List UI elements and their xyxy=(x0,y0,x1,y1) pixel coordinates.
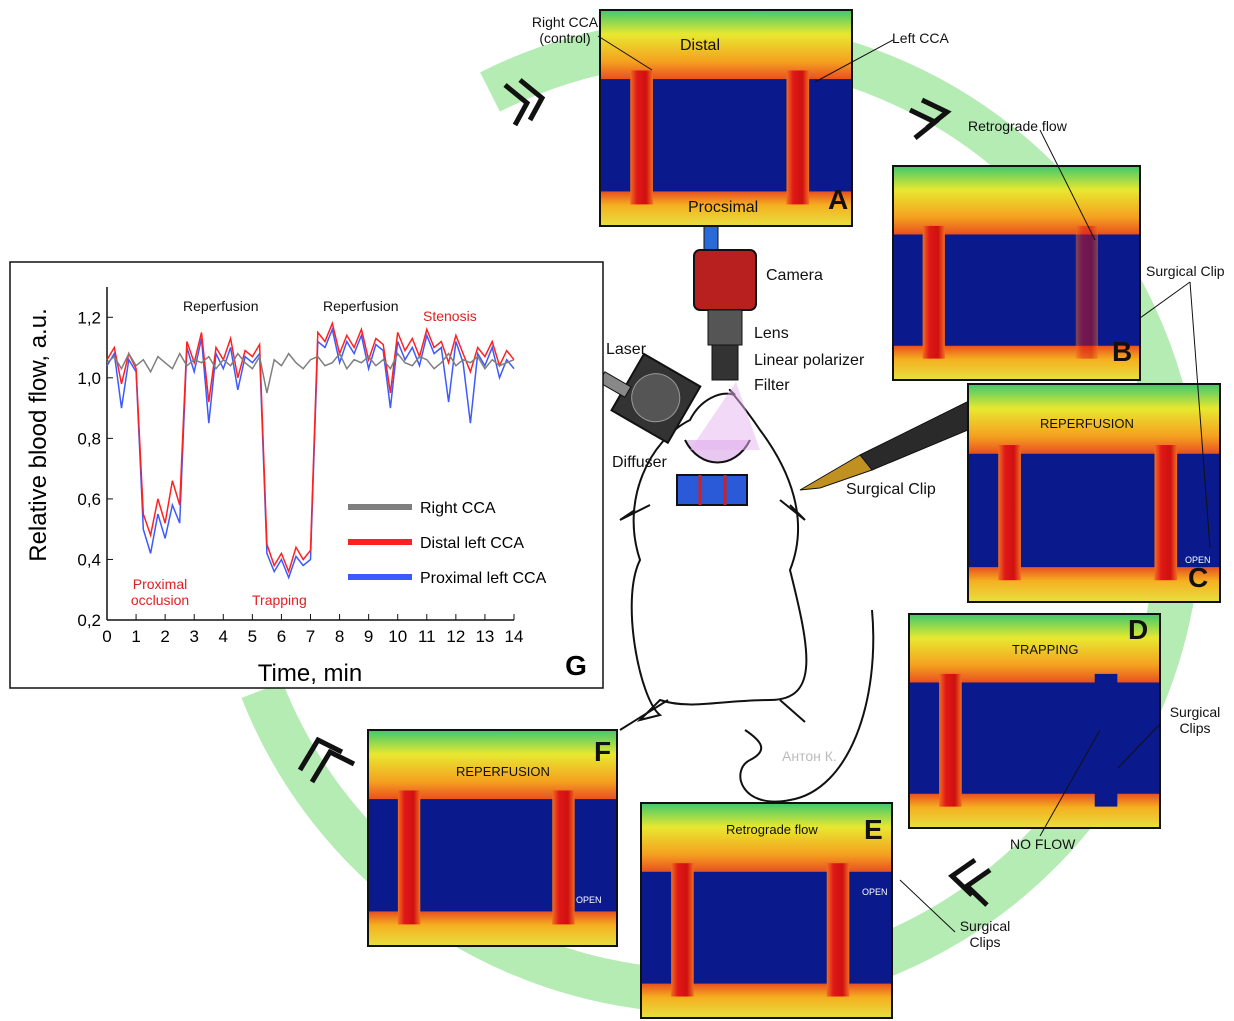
panel-label: REPERFUSION xyxy=(1040,416,1134,432)
panel-letter: B xyxy=(1112,344,1132,360)
callout: NO FLOW xyxy=(1010,836,1075,852)
x-tick-label: 11 xyxy=(418,627,436,646)
figure: 0,20,40,60,81,01,201234567891011121314Re… xyxy=(0,0,1234,1021)
y-tick-label: 0,4 xyxy=(77,550,101,569)
x-tick-label: 3 xyxy=(189,627,198,646)
panel-label: Distal xyxy=(680,38,720,54)
tissue-top xyxy=(893,166,1140,234)
figure-art: 0,20,40,60,81,01,201234567891011121314Re… xyxy=(0,0,1234,1021)
callout: Left CCA xyxy=(892,30,949,46)
legend-label: Right CCA xyxy=(420,500,496,517)
vessel-left-cca xyxy=(786,70,809,204)
callout: Surgical Clip xyxy=(846,482,936,498)
vessel-left-cca xyxy=(827,863,850,996)
panel-label: TRAPPING xyxy=(1012,642,1078,658)
x-tick-label: 1 xyxy=(131,627,140,646)
panel-letter: C xyxy=(1188,570,1208,586)
x-tick-label: 8 xyxy=(335,627,344,646)
y-axis-label: Relative blood flow, a.u. xyxy=(25,308,52,562)
panel-label: Procsimal xyxy=(688,200,758,216)
x-tick-label: 9 xyxy=(364,627,373,646)
x-tick-label: 7 xyxy=(306,627,315,646)
annotation: Reperfusion xyxy=(183,298,259,314)
vessel-right-cca xyxy=(671,863,694,996)
setup-label: Антон К. xyxy=(782,748,837,764)
annotation: Trapping xyxy=(252,592,307,608)
speckle-panel xyxy=(368,730,617,946)
callout: Surgical Clips xyxy=(1160,704,1230,736)
tissue-top xyxy=(600,10,852,79)
legend-label: Distal left CCA xyxy=(420,535,524,552)
x-tick-label: 6 xyxy=(277,627,286,646)
speckle-panel xyxy=(600,10,852,226)
x-tick-label: 10 xyxy=(388,627,407,646)
vessel-left-cca xyxy=(1095,674,1118,807)
panel-label: REPERFUSION xyxy=(456,764,550,780)
x-axis-label: Time, min xyxy=(258,660,362,687)
x-tick-label: 13 xyxy=(475,627,494,646)
annotation: Proximal occlusion xyxy=(120,576,200,608)
y-tick-label: 0,8 xyxy=(77,429,101,448)
setup-label: Laser xyxy=(606,342,646,358)
annotation: Reperfusion xyxy=(323,298,399,314)
panel-label: Retrograde flow xyxy=(726,822,818,838)
callout: Surgical Clip xyxy=(1146,263,1225,279)
panel-letter: E xyxy=(864,822,883,838)
surgical-clip-tool xyxy=(800,398,980,490)
rat xyxy=(620,390,873,802)
annotation: Stenosis xyxy=(423,308,477,324)
panel-letter: G xyxy=(565,650,587,681)
setup-label: Lens xyxy=(754,326,789,342)
x-tick-label: 12 xyxy=(446,627,465,646)
vessel-left-cca xyxy=(1076,226,1098,359)
vessel-left-cca xyxy=(1154,445,1177,580)
callout: Right CCA (control) xyxy=(520,14,610,46)
setup-label: Camera xyxy=(766,268,823,284)
x-tick-label: 0 xyxy=(102,627,111,646)
vessel-right-cca xyxy=(939,674,962,807)
setup-label: Linear polarizer xyxy=(754,353,864,369)
vessel-right-cca xyxy=(998,445,1021,580)
clip-label: OPEN xyxy=(862,884,888,900)
x-tick-label: 14 xyxy=(505,627,524,646)
y-tick-label: 1,2 xyxy=(77,308,101,327)
panel-letter: A xyxy=(828,192,848,208)
y-tick-label: 0,2 xyxy=(77,611,101,630)
vessel-right-cca xyxy=(923,226,945,359)
clip-label: OPEN xyxy=(576,892,602,908)
panel-letter: D xyxy=(1128,622,1148,638)
setup-label: Filter xyxy=(754,378,790,394)
panel-letter: F xyxy=(594,744,611,760)
vessel-left-cca xyxy=(552,790,574,924)
y-tick-label: 0,6 xyxy=(77,490,101,509)
vessel-right-cca xyxy=(398,790,420,924)
vessel-right-cca xyxy=(630,70,653,204)
callout: Retrograde flow xyxy=(968,118,1067,134)
x-tick-label: 4 xyxy=(219,627,228,646)
legend-label: Proximal left CCA xyxy=(420,570,547,587)
x-tick-label: 2 xyxy=(160,627,169,646)
callout: Surgical Clips xyxy=(950,918,1020,950)
y-tick-label: 1,0 xyxy=(77,369,101,388)
x-tick-label: 5 xyxy=(248,627,257,646)
speckle-panel xyxy=(893,166,1140,380)
clip-label: OPEN xyxy=(1185,552,1211,568)
camera xyxy=(694,225,756,380)
setup-label: Diffuser xyxy=(612,455,667,471)
